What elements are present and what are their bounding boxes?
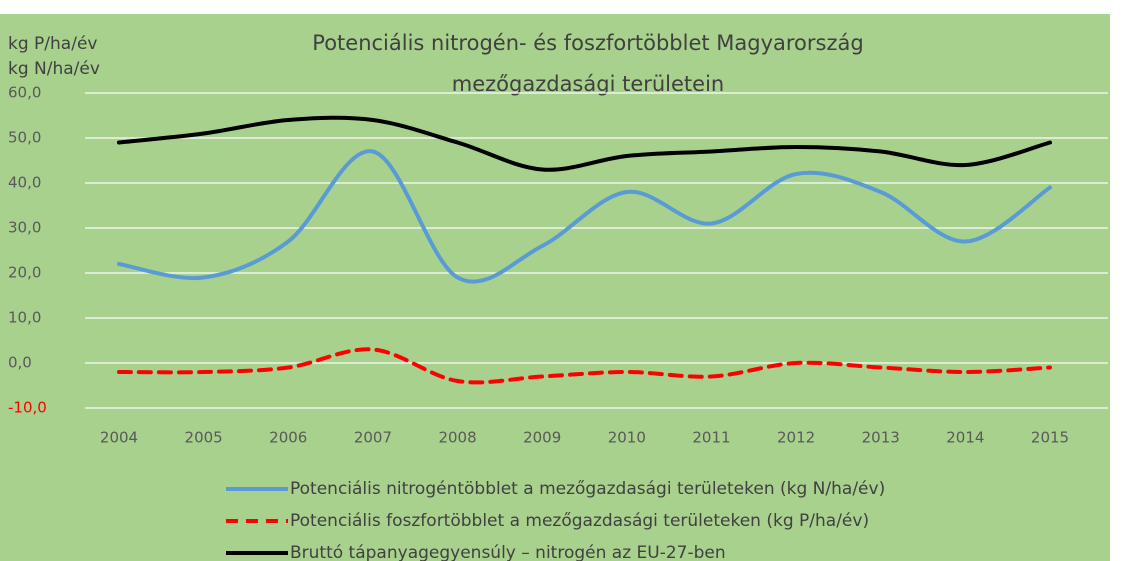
legend-label: Potenciális nitrogéntöbblet a mezőgazdas…	[290, 479, 885, 499]
plot-background	[0, 14, 1110, 561]
line	[117, 115, 1052, 172]
y-tick-label: 50,0	[8, 129, 41, 147]
y-tick-label: -10,0	[8, 399, 47, 417]
y-tick-label: 40,0	[8, 174, 41, 192]
line	[117, 149, 1052, 284]
x-tick-label: 2010	[608, 429, 646, 447]
y-tick-label: 20,0	[8, 264, 41, 282]
x-tick-label: 2014	[946, 429, 984, 447]
y-tick-label: 30,0	[8, 219, 41, 237]
y-tick-label: 0,0	[8, 354, 32, 372]
x-tick-label: 2013	[862, 429, 900, 447]
y-axis-label: kg N/ha/év	[8, 59, 100, 79]
y-tick-label: 10,0	[8, 309, 41, 327]
legend-label: Bruttó tápanyagegyensúly – nitrogén az E…	[290, 543, 726, 561]
line	[117, 347, 1052, 385]
x-tick-label: 2004	[100, 429, 138, 447]
y-tick-label: 60,0	[8, 84, 41, 102]
x-tick-label: 2008	[438, 429, 476, 447]
x-tick-label: 2011	[692, 429, 730, 447]
chart-title: Potenciális nitrogén- és foszfortöbblet …	[312, 31, 863, 55]
chart-title: mezőgazdasági területein	[452, 72, 724, 96]
x-tick-label: 2009	[523, 429, 561, 447]
legend-label: Potenciális foszfortöbblet a mezőgazdasá…	[290, 511, 869, 531]
x-tick-label: 2007	[354, 429, 392, 447]
x-tick-label: 2005	[185, 429, 223, 447]
x-tick-label: 2006	[269, 429, 307, 447]
x-tick-label: 2015	[1031, 429, 1069, 447]
x-tick-label: 2012	[777, 429, 815, 447]
y-axis-label: kg P/ha/év	[8, 34, 97, 54]
